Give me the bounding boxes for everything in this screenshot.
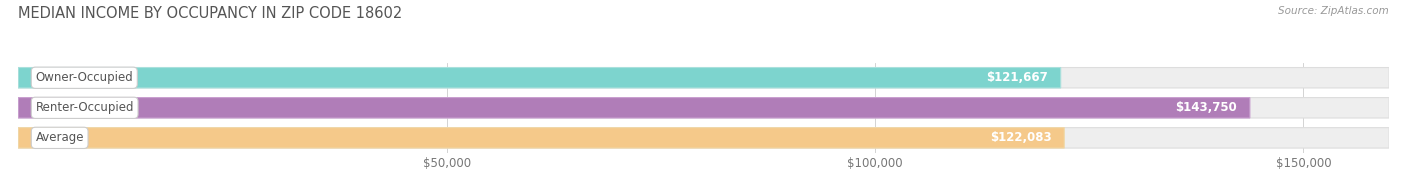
Text: MEDIAN INCOME BY OCCUPANCY IN ZIP CODE 18602: MEDIAN INCOME BY OCCUPANCY IN ZIP CODE 1… (18, 6, 402, 21)
FancyBboxPatch shape (18, 98, 1250, 118)
Text: Renter-Occupied: Renter-Occupied (35, 101, 134, 114)
Text: Owner-Occupied: Owner-Occupied (35, 71, 134, 84)
FancyBboxPatch shape (18, 68, 1389, 88)
Text: Source: ZipAtlas.com: Source: ZipAtlas.com (1278, 6, 1389, 16)
FancyBboxPatch shape (18, 98, 1389, 118)
FancyBboxPatch shape (18, 128, 1064, 148)
Text: Average: Average (35, 131, 84, 144)
Text: $143,750: $143,750 (1175, 101, 1237, 114)
FancyBboxPatch shape (18, 68, 1060, 88)
Text: $121,667: $121,667 (986, 71, 1047, 84)
Text: $122,083: $122,083 (990, 131, 1052, 144)
FancyBboxPatch shape (18, 128, 1389, 148)
